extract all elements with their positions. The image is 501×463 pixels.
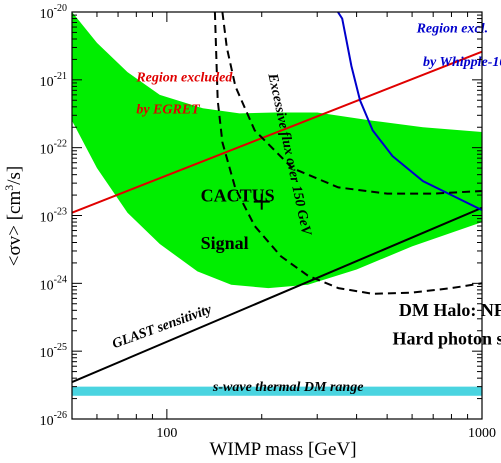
y-axis-label-sup: 3: [2, 185, 16, 191]
y-axis-label-tail: /s]: [4, 166, 25, 185]
y-axis-label: <σv> [cm3/s]: [2, 166, 25, 266]
annotation-by-whipple-10m: by Whipple-10m: [423, 55, 501, 70]
label-signal: Signal: [201, 233, 249, 253]
cactus-point-marker: [253, 193, 270, 210]
series-line-excessive-flux-over-150-gev: [221, 12, 482, 195]
annotation-region-excluded: Region excluded: [135, 70, 233, 85]
series-line-region-excl-by-whipple-10m: [337, 12, 482, 211]
y-axis-label-main: <σv> [cm: [4, 191, 25, 267]
x-tick-label: 1000: [468, 426, 496, 441]
axis-ticks: 100 1000 10-20 10-21 10-22 10-23 10-24 10-25 10-…: [40, 3, 496, 441]
annotation-s-wave-thermal-dm-range: s-wave thermal DM range: [212, 380, 363, 395]
plot-area: [72, 12, 482, 396]
annotation-region-excl: Region excl.: [416, 21, 489, 36]
label-cactus: CACTUS: [201, 186, 275, 206]
cactus-signal-region: [72, 12, 482, 289]
y-tick-label: 10-24: [40, 274, 67, 293]
axis-labels: WIMP mass [GeV] <σv> [cm3/s]: [2, 166, 357, 460]
label-dm-halo-nfw2: DM Halo: NFW2: [399, 300, 501, 320]
y-tick-label: 10-20: [40, 3, 67, 22]
x-tick-label: 100: [156, 426, 177, 441]
x-axis-label: WIMP mass [GeV]: [209, 439, 356, 460]
y-tick-label: 10-23: [40, 207, 67, 226]
plot-labels: CACTUS Signal DM Halo: NFW2 Hard photon spe…: [201, 186, 501, 349]
label-hard-photon-spectrum: Hard photon spectrum: [393, 329, 501, 349]
markers: [253, 193, 270, 210]
y-tick-label: 10-21: [40, 71, 67, 90]
thermal-dm-band: [72, 386, 482, 396]
series-lines: [72, 12, 482, 384]
annotation-by-egret: by EGRET: [136, 102, 201, 117]
y-tick-label: 10-26: [40, 410, 67, 429]
series-line-glast-sensitivity: [72, 206, 482, 384]
series-line-region-excluded-by-egret: [72, 50, 482, 214]
y-tick-label: 10-22: [40, 139, 67, 158]
series-line-curve-4: [213, 12, 482, 295]
y-tick-label: 10-25: [40, 342, 67, 361]
